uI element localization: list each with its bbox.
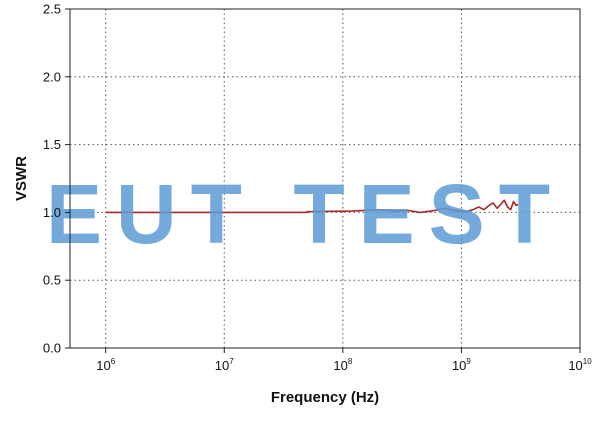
vswr-series-line (105, 199, 519, 214)
y-tick-label: 1.5 (43, 137, 61, 152)
plot-frame (69, 8, 581, 349)
y-tick-label: 1.0 (43, 205, 61, 220)
x-tick-base: 10 (333, 358, 347, 373)
y-tick-label: 0.5 (43, 273, 61, 288)
x-axis: 106 107 108 109 1010 (96, 348, 592, 373)
x-tick-label: 108 (333, 357, 352, 373)
x-tick-base: 10 (96, 358, 110, 373)
x-tick-exponent: 6 (111, 357, 116, 366)
x-tick-exponent: 9 (466, 357, 471, 366)
x-tick-label: 106 (96, 357, 115, 373)
x-axis-title: Frequency (Hz) (271, 389, 379, 406)
watermark-layer: EUT TEST (46, 167, 564, 261)
watermark-text: EUT TEST (46, 167, 564, 261)
y-tick-label: 2.5 (43, 2, 61, 17)
y-axis: 0.0 0.5 1.0 1.5 2.0 2.5 (43, 2, 70, 356)
x-tick-exponent: 10 (583, 357, 592, 366)
series-layer (105, 199, 519, 214)
y-tick-label: 2.0 (43, 69, 61, 84)
x-tick-exponent: 8 (348, 357, 353, 366)
x-tick-label: 109 (452, 357, 471, 373)
y-axis-title: VSWR (13, 156, 30, 201)
x-tick-base: 10 (452, 358, 466, 373)
x-tick-label: 107 (215, 357, 234, 373)
x-tick-base: 10 (215, 358, 229, 373)
x-tick-base: 10 (568, 358, 582, 373)
x-tick-exponent: 7 (229, 357, 234, 366)
x-tick-label: 1010 (568, 357, 592, 373)
y-tick-label: 0.0 (43, 341, 61, 356)
